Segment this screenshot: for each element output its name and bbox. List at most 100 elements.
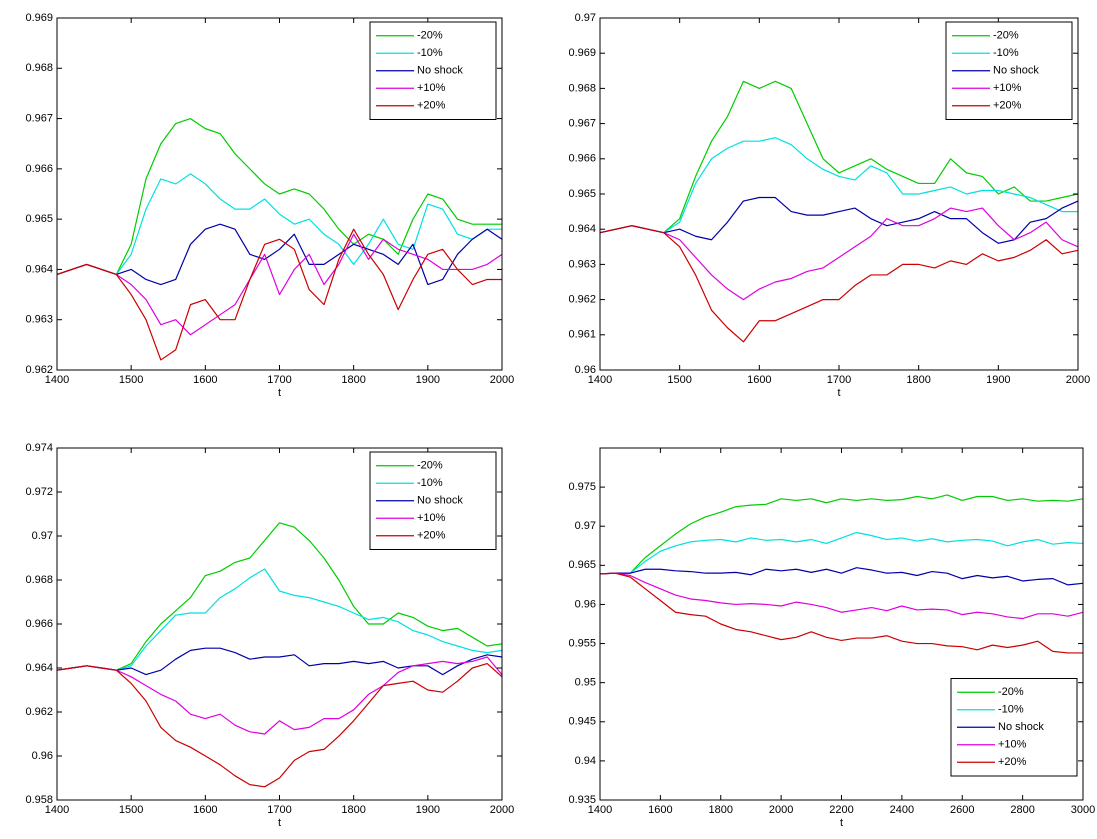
x-tick-label: 1800 — [709, 804, 733, 816]
y-tick-label: 0.96 — [32, 750, 53, 762]
y-tick-label: 0.965 — [568, 559, 596, 571]
series-line — [599, 494, 1084, 575]
legend-label: +20% — [998, 756, 1027, 768]
legend-label: -20% — [993, 30, 1019, 42]
x-tick-label: 2000 — [769, 804, 793, 816]
x-tick-label: 1500 — [119, 374, 143, 386]
legend-label: -20% — [417, 460, 443, 472]
series-line — [56, 228, 502, 361]
y-tick-label: 0.95 — [575, 677, 596, 689]
y-tick-label: 0.969 — [568, 47, 596, 59]
legend: -20% -10% No shock +10% +20% — [369, 21, 497, 120]
y-tick-label: 0.935 — [568, 794, 596, 806]
series-line — [599, 572, 1084, 620]
y-tick-label: 0.969 — [25, 12, 53, 24]
subplot: 1400 1500 1600 1700 1800 1900 2000 0.958 0.96 0.9… — [25, 442, 514, 829]
y-tick-label: 0.972 — [25, 486, 53, 498]
series-line — [56, 522, 503, 671]
y-tick-label: 0.968 — [25, 574, 53, 586]
y-tick-label: 0.963 — [25, 314, 53, 326]
x-tick-label: 1700 — [827, 374, 851, 386]
series-line — [599, 225, 1079, 343]
x-tick-label: 1600 — [193, 804, 217, 816]
x-tick-label: 1400 — [45, 804, 69, 816]
y-tick-label: 0.962 — [25, 706, 53, 718]
legend-box — [369, 21, 497, 120]
series-line — [599, 80, 1079, 234]
series-line — [56, 233, 503, 336]
x-tick-label: 2400 — [890, 804, 914, 816]
x-tick-label: 1900 — [416, 374, 440, 386]
y-tick-label: 0.965 — [568, 188, 596, 200]
y-tick-label: 0.964 — [568, 223, 596, 235]
subplot: 1400 1500 1600 1700 1800 1900 2000 0.96 0.961 0.9… — [568, 12, 1090, 399]
x-tick-label: 3000 — [1071, 804, 1095, 816]
y-tick-label: 0.966 — [25, 618, 53, 630]
y-tick-label: 0.968 — [25, 62, 53, 74]
x-tick-label: 1400 — [588, 374, 612, 386]
y-tick-label: 0.975 — [568, 481, 596, 493]
legend-label: +20% — [417, 530, 446, 542]
y-tick-label: 0.963 — [568, 258, 596, 270]
legend-label: -10% — [417, 47, 443, 59]
series-line — [56, 568, 503, 671]
legend: -20% -10% No shock +10% +20% — [369, 451, 497, 550]
x-axis-label: t — [837, 387, 840, 399]
series-line — [599, 531, 1084, 575]
x-tick-label: 1800 — [341, 804, 365, 816]
series-line — [599, 572, 1083, 654]
legend-label: -20% — [998, 686, 1024, 698]
series-line — [56, 647, 503, 676]
y-tick-label: 0.967 — [568, 118, 596, 130]
x-tick-label: 1900 — [986, 374, 1010, 386]
x-tick-label: 1600 — [747, 374, 771, 386]
y-tick-label: 0.96 — [575, 364, 596, 376]
x-tick-label: 1400 — [588, 804, 612, 816]
x-tick-label: 2800 — [1010, 804, 1034, 816]
x-tick-label: 1800 — [906, 374, 930, 386]
y-tick-label: 0.962 — [568, 294, 596, 306]
y-tick-label: 0.945 — [568, 716, 596, 728]
y-tick-label: 0.964 — [25, 263, 53, 275]
legend-label: No shock — [417, 495, 463, 507]
legend-label: -20% — [417, 30, 443, 42]
y-tick-label: 0.961 — [568, 329, 596, 341]
x-axis-label: t — [278, 387, 281, 399]
x-tick-label: 1500 — [119, 804, 143, 816]
x-tick-label: 1700 — [267, 804, 291, 816]
y-tick-label: 0.966 — [568, 153, 596, 165]
series-line — [56, 117, 502, 276]
legend-label: -10% — [993, 47, 1019, 59]
y-tick-label: 0.965 — [25, 213, 53, 225]
y-tick-label: 0.967 — [25, 112, 53, 124]
series-line — [599, 567, 1084, 586]
y-tick-label: 0.962 — [25, 364, 53, 376]
legend-label: +20% — [417, 100, 446, 112]
legend-label: No shock — [993, 65, 1039, 77]
legend-label: -10% — [998, 704, 1024, 716]
legend-label: -10% — [417, 477, 443, 489]
y-tick-label: 0.966 — [25, 163, 53, 175]
x-tick-label: 1900 — [416, 804, 440, 816]
y-tick-label: 0.968 — [568, 82, 596, 94]
series-line — [56, 656, 503, 735]
x-tick-label: 1600 — [648, 804, 672, 816]
x-tick-label: 1500 — [667, 374, 691, 386]
x-tick-label: 2000 — [490, 374, 514, 386]
series-line — [599, 137, 1078, 234]
y-tick-label: 0.97 — [32, 530, 53, 542]
series-line — [56, 173, 502, 276]
legend-label: +10% — [998, 739, 1027, 751]
subplot: 1400 1600 1800 2000 2200 2400 2600 2800 3000 0.93… — [568, 447, 1095, 829]
x-tick-label: 2600 — [950, 804, 974, 816]
y-tick-label: 0.94 — [575, 755, 596, 767]
legend-label: +20% — [993, 100, 1022, 112]
y-tick-label: 0.955 — [568, 637, 596, 649]
y-tick-label: 0.96 — [575, 598, 596, 610]
x-tick-label: 2000 — [1066, 374, 1090, 386]
y-tick-label: 0.964 — [25, 662, 53, 674]
x-tick-label: 1400 — [45, 374, 69, 386]
series-line — [599, 207, 1079, 301]
legend: -20% -10% No shock +10% +20% — [950, 678, 1078, 777]
